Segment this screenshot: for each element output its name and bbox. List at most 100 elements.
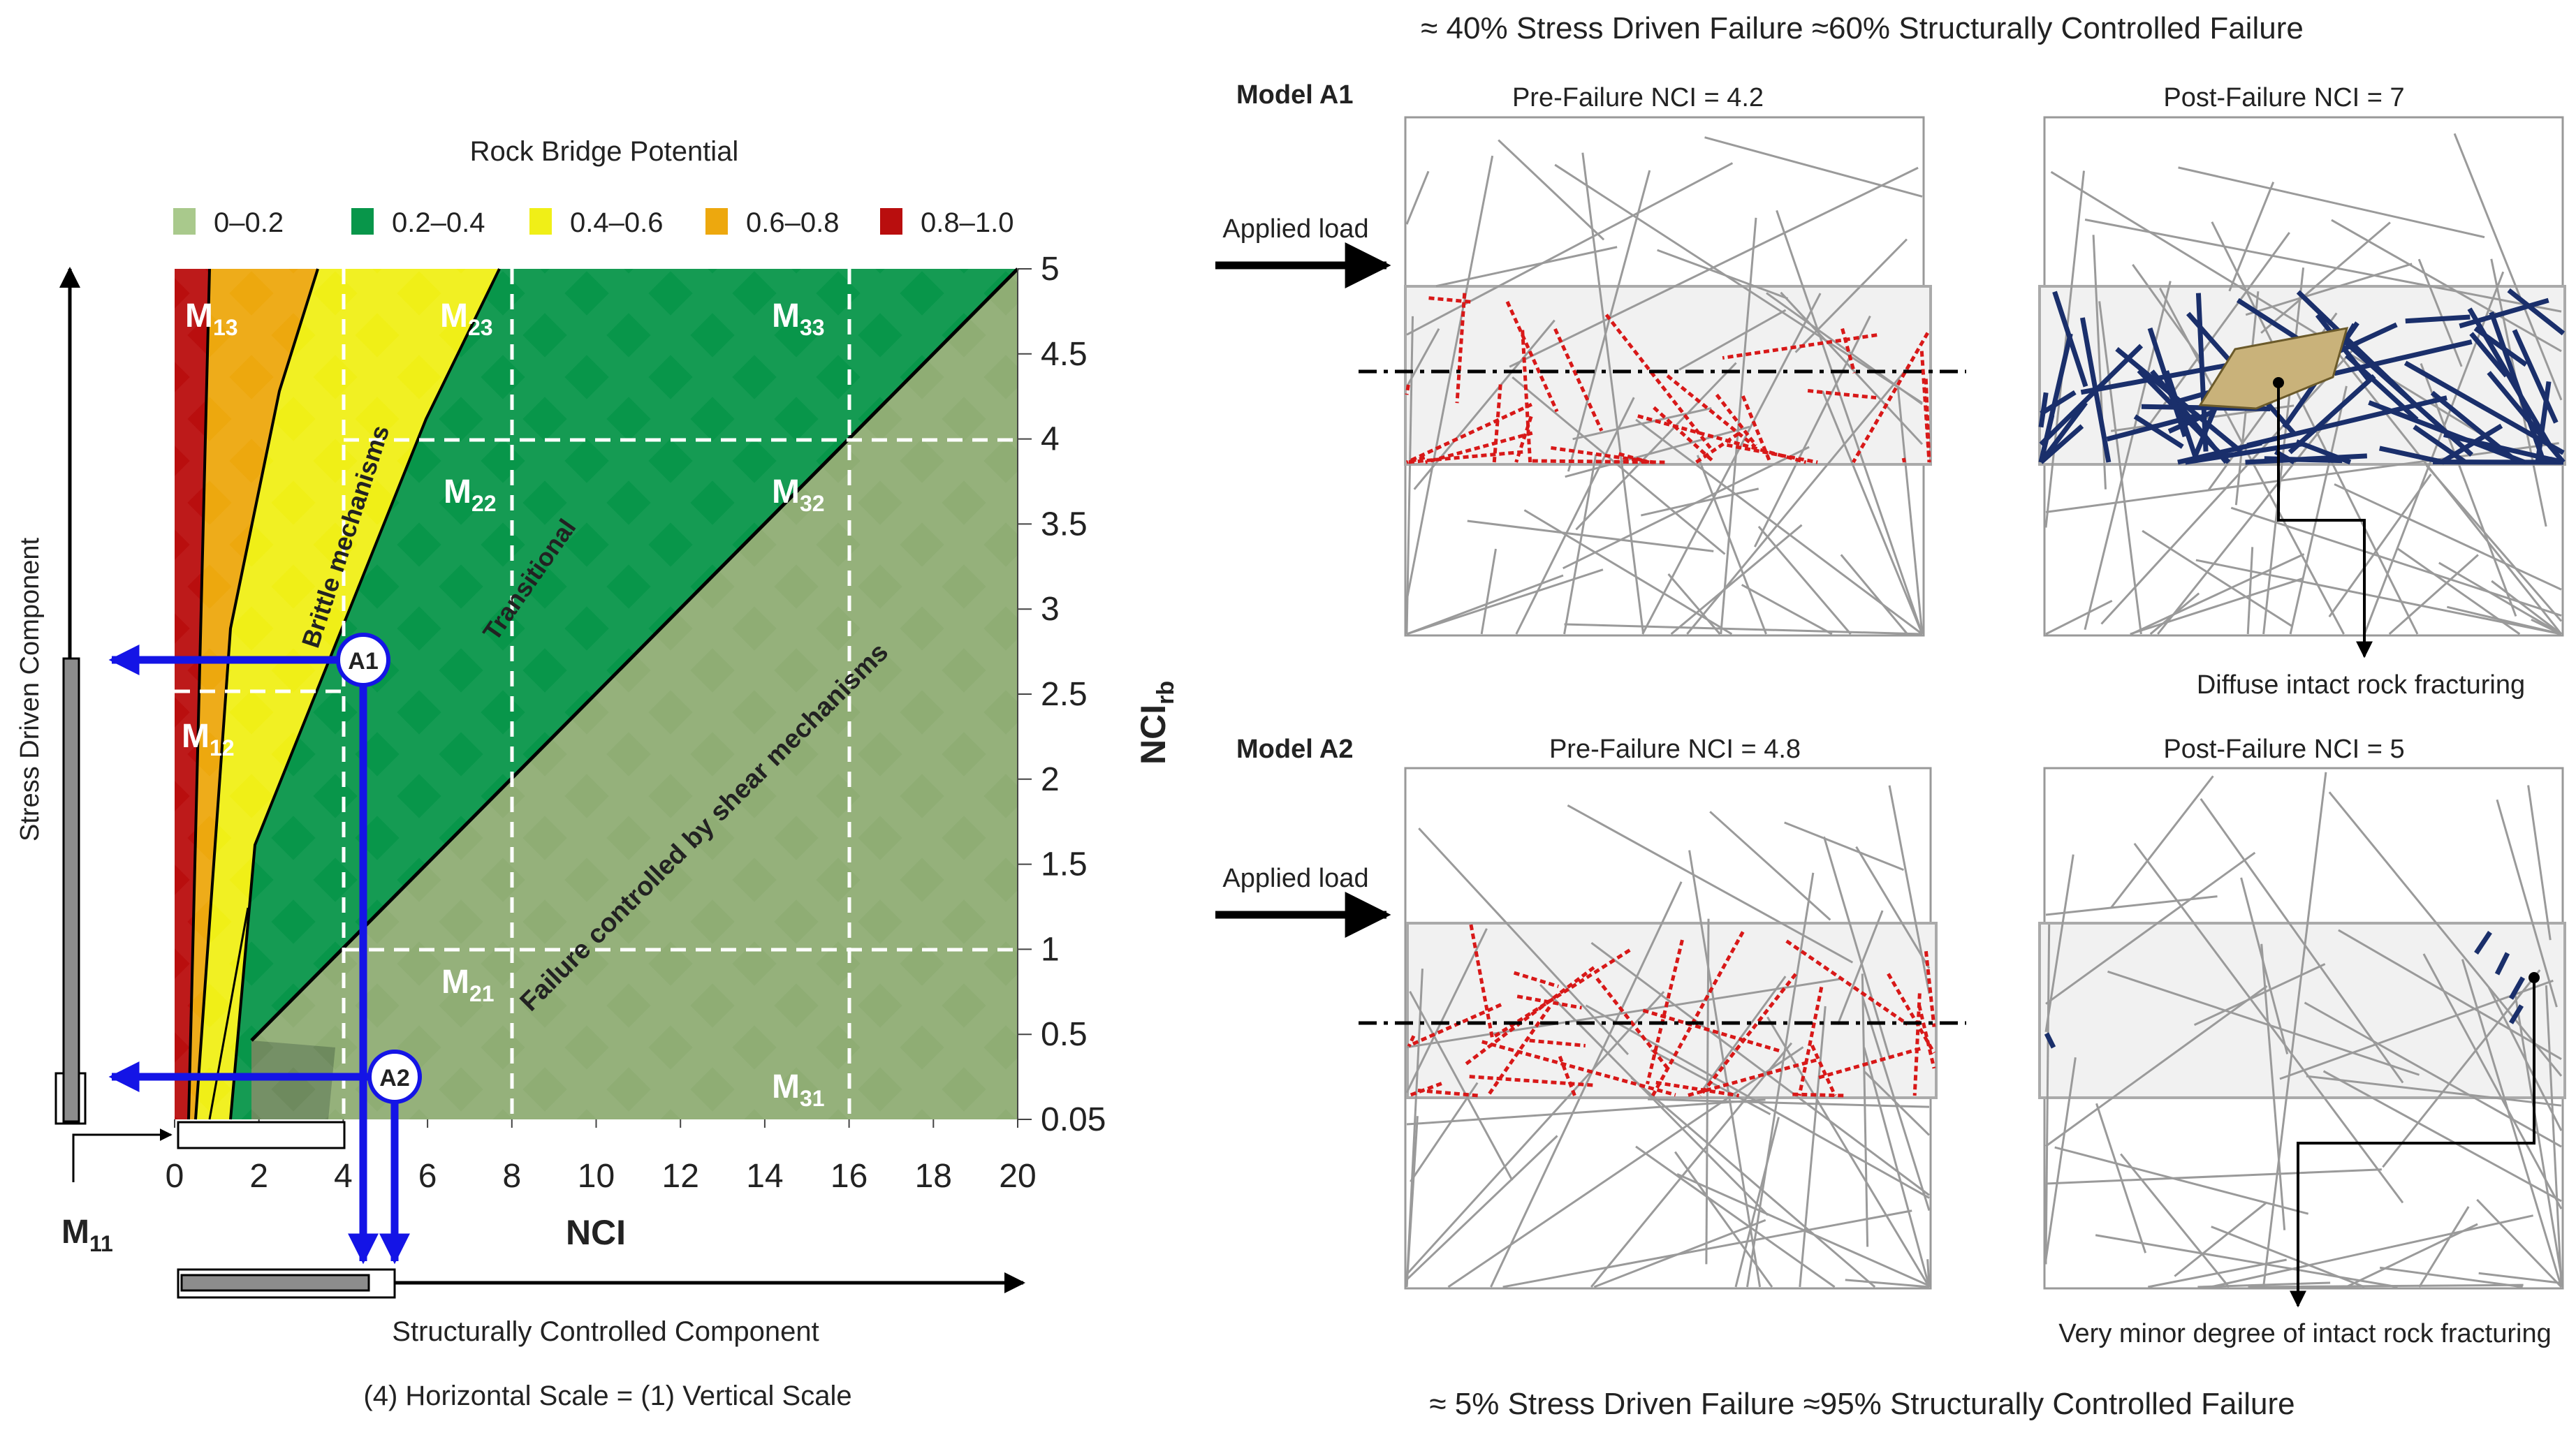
joint-trace <box>2382 969 2541 1168</box>
region-label-sub: 22 <box>471 491 497 516</box>
joint-trace <box>2098 301 2142 635</box>
trace <box>1912 993 1922 1096</box>
joint-trace <box>2110 775 2214 908</box>
top-summary: ≈ 40% Stress Driven Failure ≈60% Structu… <box>1421 11 2304 45</box>
trace <box>1651 931 1745 1097</box>
intact-fracture-zone <box>2198 327 2349 410</box>
y-axis-label-main: NCI <box>1134 705 1173 765</box>
trace <box>1722 333 1878 360</box>
joint-trace <box>1405 1135 1558 1281</box>
boundary-shear <box>250 267 1019 1042</box>
joint-trace <box>2346 1223 2478 1288</box>
trace <box>1529 1038 1586 1047</box>
joint-trace <box>2174 1201 2268 1277</box>
joint-trace <box>2334 483 2562 591</box>
y-tick-label: 4.5 <box>1041 336 1088 373</box>
region-label-sub: 12 <box>210 735 235 760</box>
region-label-sub: 11 <box>89 1231 113 1256</box>
chart-legend: 0–0.2 0.2–0.4 0.4–0.6 0.6–0.8 0.8–1.0 <box>173 207 1013 238</box>
region-label-base: M <box>444 473 471 510</box>
joint-trace <box>2200 798 2404 1084</box>
joint-trace <box>1784 821 1904 871</box>
joint-trace <box>2328 791 2563 1077</box>
joint-trace <box>2230 506 2562 617</box>
joint-trace <box>2420 363 2517 617</box>
joint-trace <box>1640 487 1759 517</box>
joint-trace <box>1405 155 1494 601</box>
trace <box>2549 456 2564 465</box>
x-axis-label: NCI <box>566 1213 626 1252</box>
joint-trace <box>1678 309 1787 371</box>
joint-trace <box>2044 1057 2077 1260</box>
joint-trace <box>1515 397 1635 635</box>
joint-trace <box>1896 385 1924 635</box>
model-a2-title: Model A2 <box>1236 735 1354 764</box>
joint-trace <box>2379 1266 2523 1288</box>
joint-trace <box>2195 559 2562 635</box>
trace <box>1595 977 1670 1071</box>
trace <box>1428 296 1472 304</box>
x-tick-label: 2 <box>249 1158 268 1195</box>
joint-trace <box>1405 170 1430 225</box>
model-a1-title: Model A1 <box>1236 80 1354 110</box>
note-leader <box>2277 383 2373 659</box>
joint-trace <box>2306 1075 2562 1107</box>
trace <box>1516 994 1582 1010</box>
joint-trace <box>2331 219 2562 353</box>
joint-trace <box>1776 209 1924 635</box>
joint-trace <box>2545 985 2563 1288</box>
region-label-base: M <box>772 473 800 510</box>
joint-trace <box>2054 1146 2309 1215</box>
trace <box>1481 1040 1676 1097</box>
boundary-low-1 <box>208 907 249 1120</box>
region-label-11: M11 <box>61 1214 113 1256</box>
region-label-base: M <box>772 297 800 334</box>
joint-trace <box>1512 376 1726 555</box>
joint-trace <box>1720 217 1757 635</box>
trace <box>2039 344 2144 446</box>
joint-trace <box>2338 929 2562 1060</box>
joint-trace <box>1467 520 1714 552</box>
y-tick-label: 3.5 <box>1041 506 1088 543</box>
joint-trace <box>2044 924 2051 1265</box>
joint-trace <box>2417 258 2463 367</box>
trace <box>1405 402 1532 464</box>
point-label-A2: A2 <box>379 1065 409 1091</box>
joint-trace <box>1405 991 1665 1275</box>
joint-trace <box>2388 554 2479 635</box>
trace <box>2469 332 2509 378</box>
trace <box>1469 1075 1595 1087</box>
x-tick-label: 16 <box>830 1158 868 1195</box>
joint-trace <box>2422 953 2563 1209</box>
joint-network <box>1405 136 1924 635</box>
joint-trace <box>1766 292 1923 406</box>
y-tick-label: 1.5 <box>1041 846 1088 883</box>
joint-trace <box>1836 910 1884 1025</box>
joint-trace <box>1590 1042 1793 1288</box>
point-label-A1: A1 <box>348 648 378 675</box>
y-axis-label-sub: rb <box>1152 681 1179 705</box>
joint-trace <box>2491 580 2562 635</box>
joint-trace <box>1554 163 1923 404</box>
joint-trace <box>1406 162 1734 336</box>
legend-label: 0.4–0.6 <box>570 207 663 238</box>
joint-trace <box>1590 941 1930 1196</box>
joint-trace <box>1572 407 1712 441</box>
joint-trace <box>1406 574 1564 635</box>
trace <box>1840 328 1857 374</box>
joint-trace <box>1888 785 1931 994</box>
trace <box>2288 374 2376 455</box>
joint-trace <box>2438 561 2562 635</box>
joint-trace <box>2045 1168 2382 1185</box>
trace <box>1513 971 1559 989</box>
joint-trace <box>1406 568 1604 635</box>
joint-trace <box>1563 446 1810 570</box>
joint-trace <box>1575 362 1737 531</box>
joint-trace <box>1435 246 1618 288</box>
x-tick-label: 12 <box>662 1158 699 1195</box>
joint-trace <box>2045 985 2268 1147</box>
legend-label: 0–0.2 <box>214 207 284 238</box>
joint-trace <box>1670 524 1803 635</box>
y-axis-label: NCIrb <box>1134 681 1179 765</box>
